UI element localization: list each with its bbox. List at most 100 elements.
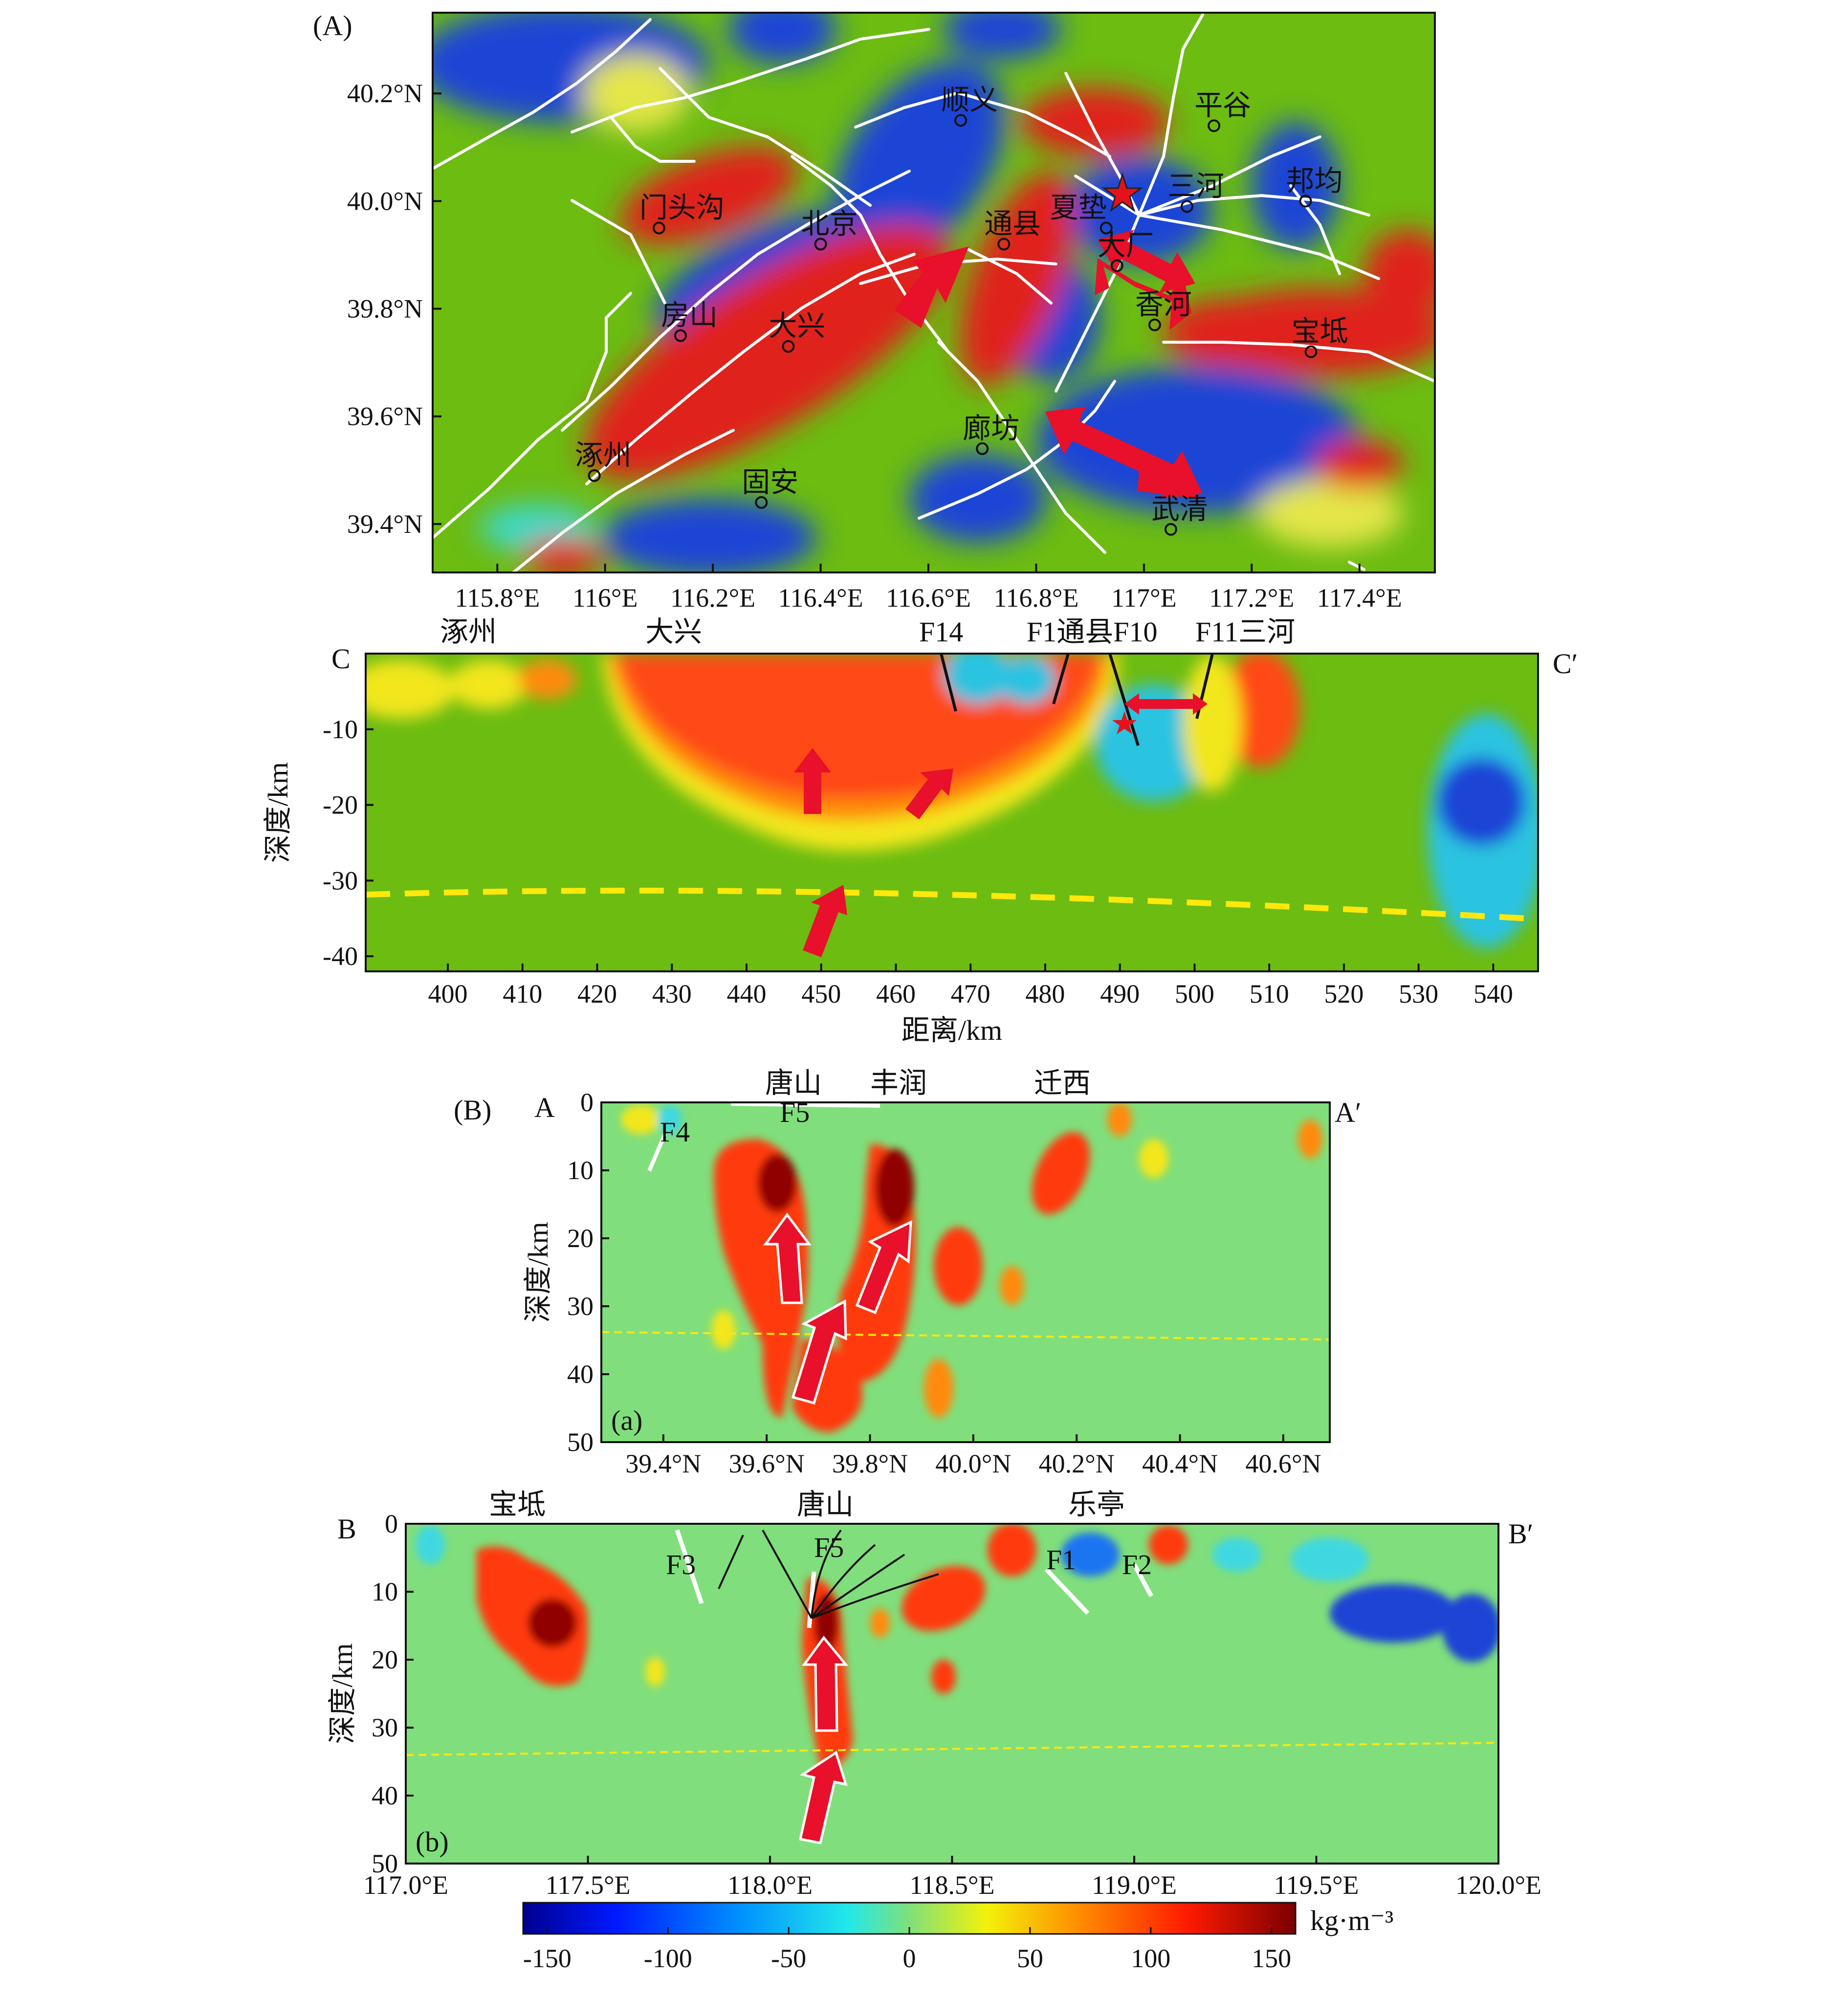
- city-marker-icon: [674, 329, 687, 342]
- map-y-tick: 39.8°N: [347, 294, 423, 324]
- section-c-x-tick: 460: [876, 979, 916, 1009]
- section-c-xlabel: 距离/km: [902, 1014, 1002, 1046]
- section-c-y-tick: -40: [323, 942, 358, 971]
- section-a-y-tick: 20: [567, 1224, 594, 1253]
- section-b-top-label: 唐山: [797, 1489, 854, 1520]
- city-label: 顺义: [941, 84, 998, 116]
- section-c-end: C′: [1553, 648, 1578, 680]
- section-c-top-label: 大兴: [645, 616, 702, 648]
- section-b-fault-label: F5: [814, 1532, 844, 1563]
- section-b-fault-label: F2: [1122, 1549, 1152, 1580]
- city-marker-icon: [954, 114, 968, 127]
- section-b-fault-label: F1: [1046, 1544, 1076, 1576]
- section-c-x-tick: 420: [577, 979, 617, 1009]
- section-a-x-tick: 40.2°N: [1039, 1449, 1115, 1478]
- city-label: 香河: [1135, 289, 1192, 321]
- city-label: 武清: [1151, 493, 1208, 525]
- map-x-tick: 116.2°E: [670, 583, 755, 613]
- map-x-tick: 115.8°E: [455, 583, 540, 613]
- section-a-x-tick: 40.0°N: [935, 1449, 1011, 1478]
- city-marker-icon: [782, 340, 795, 353]
- section-a-x-tick: 40.4°N: [1142, 1449, 1218, 1478]
- section-c-x-tick: 410: [503, 979, 542, 1009]
- section-b-end: B′: [1508, 1518, 1533, 1550]
- section-c-x-tick: 450: [801, 979, 841, 1009]
- map-y-tick: 39.4°N: [347, 509, 423, 539]
- section-c-x-tick: 540: [1474, 979, 1513, 1009]
- section-a-top-label: 迁西: [1034, 1067, 1091, 1099]
- map-y-tick: 40.2°N: [347, 79, 423, 108]
- section-c-y-tick: -30: [323, 866, 358, 895]
- section-b-y-tick: 20: [372, 1645, 398, 1674]
- section-c-x-tick: 440: [726, 979, 766, 1009]
- map-x-tick: 116.4°E: [778, 583, 863, 613]
- section-a-y-tick: 30: [567, 1292, 594, 1321]
- section-a-sublabel: (a): [611, 1404, 642, 1436]
- city-label: 门头沟: [639, 192, 725, 223]
- section-b-fault-label: F3: [666, 1549, 696, 1580]
- city-label: 大厂: [1098, 229, 1154, 261]
- section-b-top-label: 宝坻: [489, 1489, 546, 1520]
- section-c-top-label: 涿州: [440, 616, 497, 648]
- section-b-x-tick: 118.0°E: [727, 1870, 813, 1900]
- section-c: [366, 654, 1538, 971]
- map-x-tick: 116°E: [572, 583, 638, 613]
- city-label: 廊坊: [963, 413, 1019, 444]
- map-y-tick: 39.6°N: [347, 402, 423, 431]
- city-label: 邦均: [1286, 165, 1342, 197]
- section-b-x-tick: 117.5°E: [545, 1870, 630, 1900]
- section-c-x-tick: 520: [1324, 979, 1364, 1009]
- section-c-x-tick: 470: [951, 979, 990, 1009]
- section-a-top-label: 丰润: [870, 1067, 927, 1099]
- city-label: 通县: [984, 208, 1041, 240]
- section-c-x-tick: 510: [1250, 979, 1289, 1009]
- city-label: 宝坻: [1292, 316, 1348, 348]
- city-label: 固安: [742, 466, 798, 498]
- city-label: 涿州: [575, 439, 632, 471]
- colorbar-tick: 150: [1252, 1944, 1291, 1973]
- section-b-top-label: 乐亭: [1068, 1489, 1125, 1520]
- city-marker-icon: [976, 442, 989, 455]
- section-a-x-tick: 40.6°N: [1245, 1449, 1321, 1478]
- map-x-tick: 116.6°E: [886, 583, 971, 613]
- city-marker-icon: [1299, 195, 1312, 208]
- colorbar-tick: -150: [523, 1944, 572, 1973]
- panel-b-label: (B): [454, 1094, 491, 1126]
- section-a-start: A: [534, 1092, 555, 1123]
- section-b-y-tick: 40: [372, 1781, 398, 1810]
- section-c-y-tick: -20: [323, 790, 358, 820]
- section-c-axes: 400 410 420 430 440 450 460 470 480 490 500 510 520 5…: [262, 616, 1578, 1046]
- section-b-sublabel: (b): [416, 1826, 449, 1858]
- city-marker-icon: [1208, 119, 1221, 132]
- city-label: 夏垫: [1050, 192, 1107, 223]
- section-c-x-tick: 490: [1100, 979, 1140, 1009]
- colorbar-tick: 50: [1017, 1944, 1043, 1973]
- section-c-top-label: F11三河: [1195, 616, 1295, 648]
- section-b-x-tick: 119.0°E: [1092, 1870, 1177, 1900]
- epicenter-star-icon: [1101, 172, 1144, 212]
- map-x-tick: 117°E: [1111, 583, 1177, 613]
- map-x-tick: 116.8°E: [993, 583, 1078, 613]
- city-marker-icon: [1164, 523, 1177, 536]
- section-b-x-tick: 118.5°E: [909, 1870, 994, 1900]
- section-a-axes: 39.4°N 39.6°N 39.8°N 40.0°N 40.2°N 40.4°N 40.6…: [522, 1067, 1362, 1478]
- colorbar-axes: -150 -100 -50 0 50 100 150: [523, 1927, 1291, 1973]
- section-a-fault-label: F5: [780, 1097, 810, 1128]
- city-marker-icon: [588, 469, 601, 482]
- section-c-x-tick: 430: [652, 979, 692, 1009]
- colorbar-tick: 100: [1131, 1944, 1170, 1973]
- section-b-y-tick: 30: [372, 1713, 398, 1742]
- map-x-tick: 117.4°E: [1317, 583, 1402, 613]
- section-a-x-tick: 39.4°N: [625, 1449, 701, 1478]
- section-a-y-tick: 10: [567, 1156, 594, 1185]
- section-a-y-tick: 50: [567, 1427, 594, 1457]
- section-b-axes: 117.0°E 117.5°E 118.0°E 118.5°E 119.0°E 119.5…: [327, 1489, 1541, 1900]
- section-a-y-tick: 0: [580, 1088, 594, 1117]
- section-c-x-tick: 400: [428, 979, 468, 1009]
- colorbar-tick: 0: [903, 1944, 916, 1973]
- section-c-top-label: F1通县F10: [1027, 616, 1158, 648]
- section-b-x-tick: 117.0°E: [363, 1870, 448, 1900]
- city-label: 房山: [661, 300, 718, 331]
